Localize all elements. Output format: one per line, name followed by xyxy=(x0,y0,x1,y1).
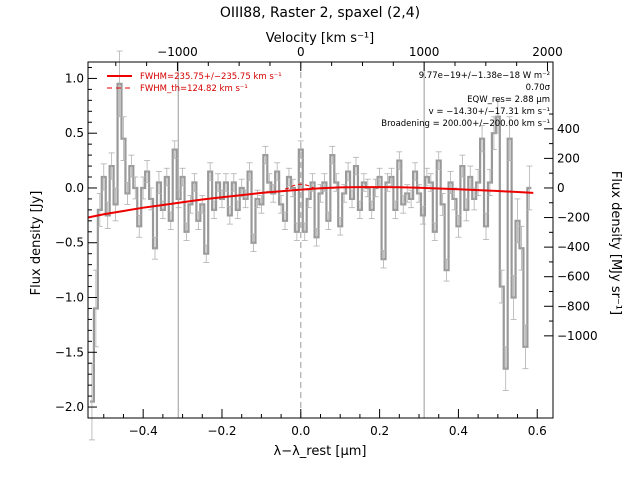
right-tick-label: 200 xyxy=(557,151,580,165)
top-axis-title: Velocity [km s⁻¹] xyxy=(266,31,374,46)
x-tick-label: 0.0 xyxy=(291,424,310,438)
right-tick-label: −1000 xyxy=(557,329,598,343)
thermal-line xyxy=(284,183,317,190)
axes: −0.4 −0.2 0.0 0.2 0.4 0.6 −2.0 −1.5 −1.0 −0.5 0.0 0… xyxy=(55,45,598,438)
chart-title: OIII88, Raster 2, spaxel (2,4) xyxy=(220,5,420,21)
top-tick-label: −1000 xyxy=(157,45,198,59)
x-axis-title: λ−λ_rest [μm] xyxy=(274,444,367,459)
top-tick-label: 0 xyxy=(297,45,305,59)
y-tick-label: −1.5 xyxy=(55,345,84,359)
x-tick-label: −0.2 xyxy=(207,424,236,438)
annotation-flux: 9.77e−19+/−1.38e−18 W m⁻² xyxy=(419,71,550,81)
y-tick-label: 0.5 xyxy=(65,126,84,140)
legend: FWHM=235.75+/−235.75 km s⁻¹ FWHM_th=124.… xyxy=(107,72,282,94)
y-tick-label: 1.0 xyxy=(65,71,84,85)
y-axis-title: Flux density [Jy] xyxy=(29,191,44,296)
right-tick-label: −200 xyxy=(557,211,590,225)
plot-area xyxy=(87,50,534,441)
data-histogram xyxy=(89,82,532,403)
legend-thermal-label: FWHM_th=124.82 km s⁻¹ xyxy=(140,84,248,94)
top-tick-label: 1000 xyxy=(409,45,440,59)
y-tick-label: −1.0 xyxy=(55,291,84,305)
annotation-broadening: Broadening = 200.00+/−200.00 km s⁻¹ xyxy=(381,119,550,129)
y-tick-label: 0.0 xyxy=(65,181,84,195)
y-tick-label: −0.5 xyxy=(55,236,84,250)
x-tick-label: 0.6 xyxy=(528,424,547,438)
top-tick-label: 2000 xyxy=(532,45,563,59)
right-tick-label: −600 xyxy=(557,270,590,284)
right-axis-title: Flux density [MJy sr⁻¹] xyxy=(608,171,623,315)
legend-fit-label: FWHM=235.75+/−235.75 km s⁻¹ xyxy=(140,72,282,82)
fit-annotations: 9.77e−19+/−1.38e−18 W m⁻² 0.70σ EQW_res=… xyxy=(381,71,550,129)
y-tick-label: −2.0 xyxy=(55,400,84,414)
right-tick-label: −800 xyxy=(557,299,590,313)
annotation-sigma: 0.70σ xyxy=(526,83,551,93)
right-tick-label: −400 xyxy=(557,240,590,254)
fit-line xyxy=(87,186,534,219)
annotation-velocity: v = −14.30+/−17.31 km s⁻¹ xyxy=(429,107,550,117)
right-tick-label: 400 xyxy=(557,122,580,136)
annotation-eqw: EQW_res= 2.88 μm xyxy=(467,95,550,105)
x-tick-label: 0.2 xyxy=(370,424,389,438)
x-tick-label: 0.4 xyxy=(449,424,468,438)
x-tick-label: −0.4 xyxy=(129,424,158,438)
right-tick-label: 0 xyxy=(557,181,565,195)
